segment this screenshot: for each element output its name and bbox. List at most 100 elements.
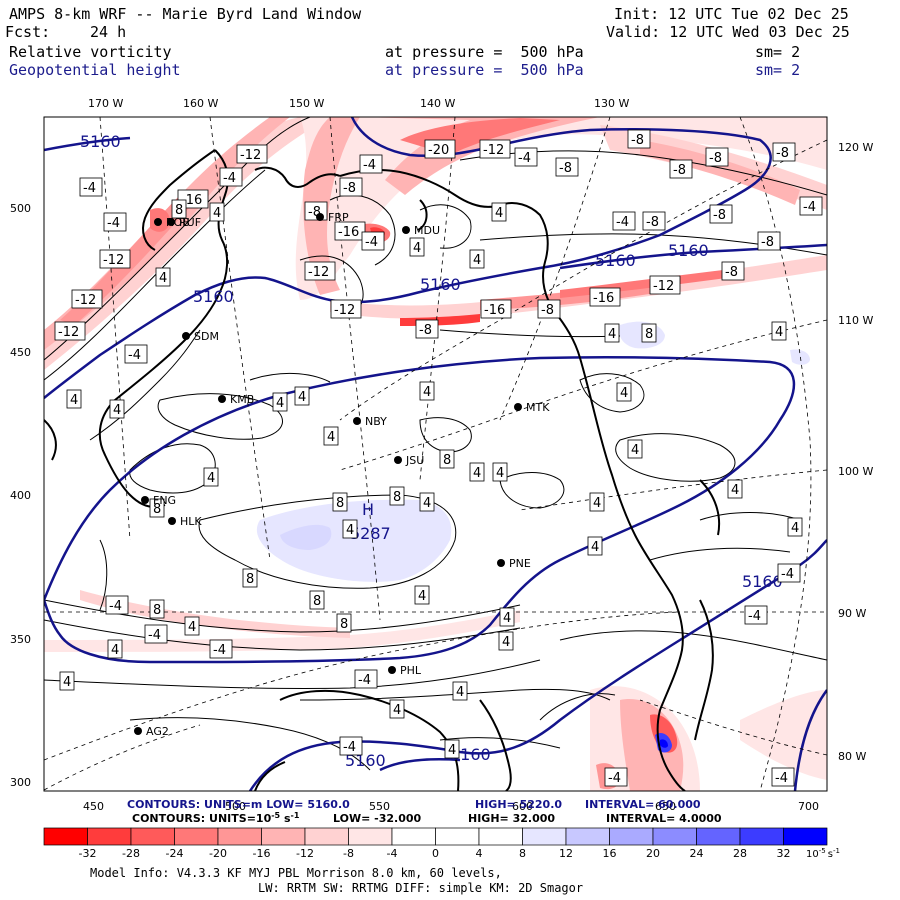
colorbar-swatch xyxy=(652,827,697,846)
vort-label: 4 xyxy=(787,517,803,537)
station-marker: NBY xyxy=(353,415,387,428)
colorbar-label: -32 xyxy=(79,847,97,860)
vort-label: 4 xyxy=(389,699,405,719)
svg-text:-8: -8 xyxy=(631,133,644,148)
field2-name: Geopotential height xyxy=(9,61,181,79)
colorbar-swatch xyxy=(522,827,567,846)
colorbar-swatch xyxy=(435,827,480,846)
vort-label: 4 xyxy=(409,237,425,257)
vort-label: -12 xyxy=(71,289,103,309)
right-axis-label: 120 W xyxy=(838,141,873,154)
svg-text:-4: -4 xyxy=(148,628,161,643)
vort-label: 4 xyxy=(771,321,787,341)
vort-label: 8 xyxy=(332,492,348,512)
top-axis-label: 130 W xyxy=(594,97,629,110)
svg-text:8: 8 xyxy=(175,203,183,218)
vort-label: -12 xyxy=(479,139,511,159)
colorbar-label: -8 xyxy=(343,847,354,860)
vort-label: -16 xyxy=(480,299,512,319)
colorbar-label: -4 xyxy=(387,847,398,860)
top-axis-label: 170 W xyxy=(88,97,123,110)
colorbar-label: -20 xyxy=(209,847,227,860)
svg-text:4: 4 xyxy=(346,523,354,538)
station-label: SDM xyxy=(194,330,219,343)
svg-text:4: 4 xyxy=(423,496,431,511)
height-label: 5160 xyxy=(193,287,234,306)
vort-label: 4 xyxy=(589,492,605,512)
height-contour-info: CONTOURS: UNITS=m LOW= 5160.0 xyxy=(127,798,350,811)
svg-text:4: 4 xyxy=(393,703,401,718)
svg-text:-8: -8 xyxy=(559,161,572,176)
field1-smoothing: sm= 2 xyxy=(755,43,801,61)
vort-label: 4 xyxy=(469,249,485,269)
vort-label: 8 xyxy=(389,486,405,506)
bottom-axis-label: 550 xyxy=(369,800,390,813)
vort-label: -4 xyxy=(799,196,823,216)
colorbar-units: 10-5 s-1 xyxy=(806,847,840,860)
height-label: 5160 xyxy=(668,241,709,260)
svg-text:-8: -8 xyxy=(646,215,659,230)
colorbar-swatch xyxy=(217,827,262,846)
left-axis-label: 300 xyxy=(10,776,31,789)
left-axis-label: 450 xyxy=(10,346,31,359)
svg-text:4: 4 xyxy=(213,206,221,221)
vort-label: 8 xyxy=(336,613,352,633)
vort-label: 4 xyxy=(155,267,171,287)
height-label: 5160 xyxy=(742,572,783,591)
svg-text:4: 4 xyxy=(473,466,481,481)
svg-text:4: 4 xyxy=(591,540,599,555)
vort-label: 8 xyxy=(439,449,455,469)
vort-label: -4 xyxy=(103,212,127,232)
svg-text:4: 4 xyxy=(327,430,335,445)
vort-label: 4 xyxy=(419,381,435,401)
top-axis-label: 160 W xyxy=(183,97,218,110)
svg-text:-4: -4 xyxy=(213,643,226,658)
vort-label: -8 xyxy=(772,142,796,162)
colorbar-label: 32 xyxy=(777,847,791,860)
bottom-axis-label: 650 xyxy=(655,800,676,813)
vort-label: -8 xyxy=(721,261,745,281)
svg-text:4: 4 xyxy=(620,386,628,401)
svg-text:4: 4 xyxy=(495,206,503,221)
vort-label: -8 xyxy=(709,204,733,224)
svg-text:-8: -8 xyxy=(725,265,738,280)
svg-text:8: 8 xyxy=(153,603,161,618)
vort-label: -16 xyxy=(334,221,366,241)
svg-text:-8: -8 xyxy=(761,235,774,250)
vort-label: 4 xyxy=(491,202,507,222)
height-contour-high: HIGH= 5220.0 xyxy=(475,798,562,811)
colorbar-swatch xyxy=(348,827,393,846)
svg-text:8: 8 xyxy=(153,502,161,517)
svg-text:4: 4 xyxy=(111,643,119,658)
colorbar-swatch xyxy=(261,827,306,846)
vort-label: -4 xyxy=(514,147,538,167)
station-label: KMB xyxy=(230,393,254,406)
svg-text:-12: -12 xyxy=(308,265,329,280)
colorbar-label: 12 xyxy=(559,847,573,860)
station-marker: RUF xyxy=(167,216,201,229)
vort-label: -4 xyxy=(744,605,768,625)
vort-label: -12 xyxy=(99,249,131,269)
svg-text:4: 4 xyxy=(456,685,464,700)
plot-frame xyxy=(43,116,828,792)
vort-label: -8 xyxy=(415,319,439,339)
station-marker: HLK xyxy=(168,515,202,528)
field1-level: at pressure = 500 hPa xyxy=(385,43,584,61)
vort-label: -20 xyxy=(424,139,456,159)
vort-label: 8 xyxy=(171,199,187,219)
svg-text:-4: -4 xyxy=(128,348,141,363)
svg-text:4: 4 xyxy=(791,521,799,536)
height-label: 5160 xyxy=(345,751,386,770)
vort-label: -4 xyxy=(79,177,103,197)
bottom-axis-label: 450 xyxy=(83,800,104,813)
vort-label: -12 xyxy=(649,275,681,295)
vort-label: -8 xyxy=(555,157,579,177)
model-info: Model Info: V4.3.3 KF MYJ PBL Morrison 8… xyxy=(90,866,583,895)
colorbar-label: 4 xyxy=(476,847,483,860)
vort-label: 4 xyxy=(727,479,743,499)
field1-name: Relative vorticity xyxy=(9,43,172,61)
svg-text:4: 4 xyxy=(473,253,481,268)
vort-label: 4 xyxy=(209,202,225,222)
station-marker: AG2 xyxy=(134,725,169,738)
svg-text:-4: -4 xyxy=(107,216,120,231)
